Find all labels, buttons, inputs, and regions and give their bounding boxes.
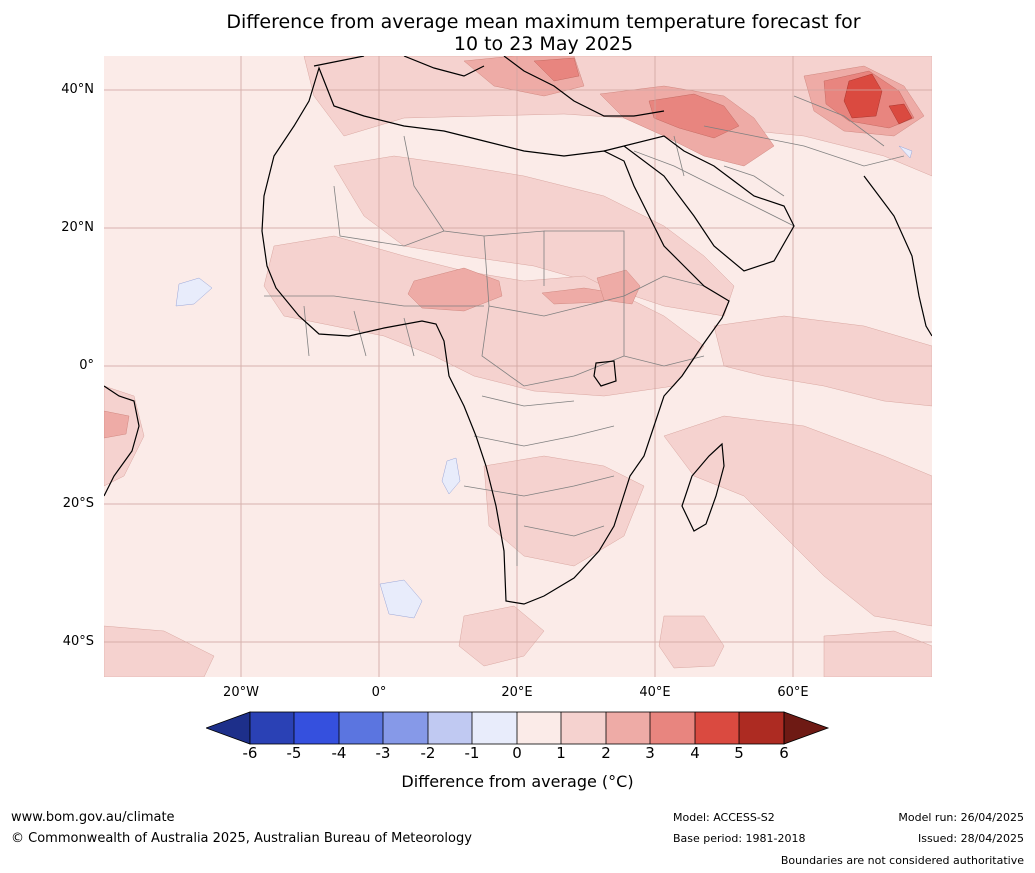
colorbar-band <box>250 712 294 744</box>
south-america-coastline <box>104 385 140 497</box>
coastlines <box>104 56 932 605</box>
colorbar-arrow-low <box>206 711 251 745</box>
colorbar-arrow-high <box>783 711 830 745</box>
colorbar-tick: 3 <box>645 744 655 762</box>
colorbar-band <box>650 712 695 744</box>
colorbar-tick: 0 <box>512 744 522 762</box>
lat-label-20s: 20°S <box>62 496 94 511</box>
lat-label-0: 0° <box>79 358 94 373</box>
lon-label-40e: 40°E <box>639 685 671 700</box>
lat-label-40s: 40°S <box>62 634 94 649</box>
arabia-coastline <box>603 135 795 272</box>
colorbar-band <box>472 712 517 744</box>
lon-label-20e: 20°E <box>501 685 533 700</box>
colorbar-tick: 6 <box>779 744 789 762</box>
footer-base-period: Base period: 1981-2018 <box>673 832 806 845</box>
colorbar-band <box>339 712 383 744</box>
footer-disclaimer: Boundaries are not considered authoritat… <box>780 854 1024 867</box>
colorbar-band <box>561 712 606 744</box>
footer-copyright: © Commonwealth of Australia 2025, Austra… <box>11 831 472 846</box>
colorbar-tick: -2 <box>420 744 436 762</box>
colorbar-band <box>428 712 472 744</box>
colorbar-band <box>517 712 561 744</box>
colorbar-band <box>739 712 784 744</box>
anomaly-negative-areas <box>175 145 913 619</box>
colorbar-band <box>606 712 650 744</box>
colorbar-tick: -5 <box>286 744 302 762</box>
colorbar-band <box>383 712 428 744</box>
anomaly-map <box>104 56 932 677</box>
footer-issued: Issued: 28/04/2025 <box>917 832 1024 845</box>
colorbar-band <box>695 712 739 744</box>
lon-label-0: 0° <box>371 685 387 700</box>
colorbar-tick: -6 <box>242 744 258 762</box>
lake-victoria <box>593 360 617 387</box>
map-title-line1: Difference from average mean maximum tem… <box>226 11 861 33</box>
footer-url[interactable]: www.bom.gov.au/climate <box>11 810 175 825</box>
lat-label-20n: 20°N <box>61 220 94 235</box>
africa-coastline <box>261 66 730 605</box>
colorbar-tick: -3 <box>375 744 391 762</box>
colorbar-band <box>294 712 339 744</box>
lon-label-60e: 60°E <box>777 685 809 700</box>
footer-model-run: Model run: 26/04/2025 <box>898 811 1024 824</box>
lon-label-20w: 20°W <box>223 685 259 700</box>
colorbar-tick: -4 <box>331 744 347 762</box>
colorbar-tick: -1 <box>464 744 480 762</box>
india-coastline <box>863 175 932 337</box>
colorbar-tick: 4 <box>690 744 700 762</box>
colorbar <box>206 711 830 745</box>
colorbar-title: Difference from average (°C) <box>401 772 634 791</box>
colorbar-tick: 5 <box>734 744 744 762</box>
lat-label-40n: 40°N <box>61 82 94 97</box>
footer-model: Model: ACCESS-S2 <box>673 811 775 824</box>
graticule <box>104 56 932 677</box>
europe-coastline <box>313 56 665 117</box>
anomaly-4-5-areas <box>843 73 913 125</box>
colorbar-tick: 1 <box>556 744 566 762</box>
madagascar-coastline <box>681 442 725 532</box>
colorbar-tick: 2 <box>601 744 611 762</box>
map-title-line2: 10 to 23 May 2025 <box>453 33 634 55</box>
